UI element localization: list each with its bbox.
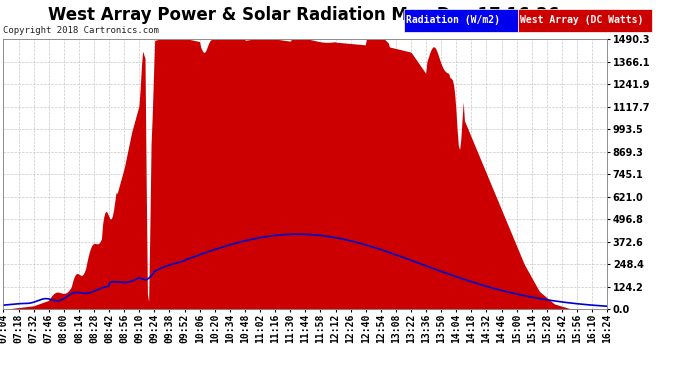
Text: West Array (DC Watts): West Array (DC Watts) <box>520 15 643 25</box>
Text: Radiation (W/m2): Radiation (W/m2) <box>406 15 500 25</box>
Text: Copyright 2018 Cartronics.com: Copyright 2018 Cartronics.com <box>3 26 159 35</box>
Text: West Array Power & Solar Radiation Mon Dec 17 16:26: West Array Power & Solar Radiation Mon D… <box>48 6 559 24</box>
